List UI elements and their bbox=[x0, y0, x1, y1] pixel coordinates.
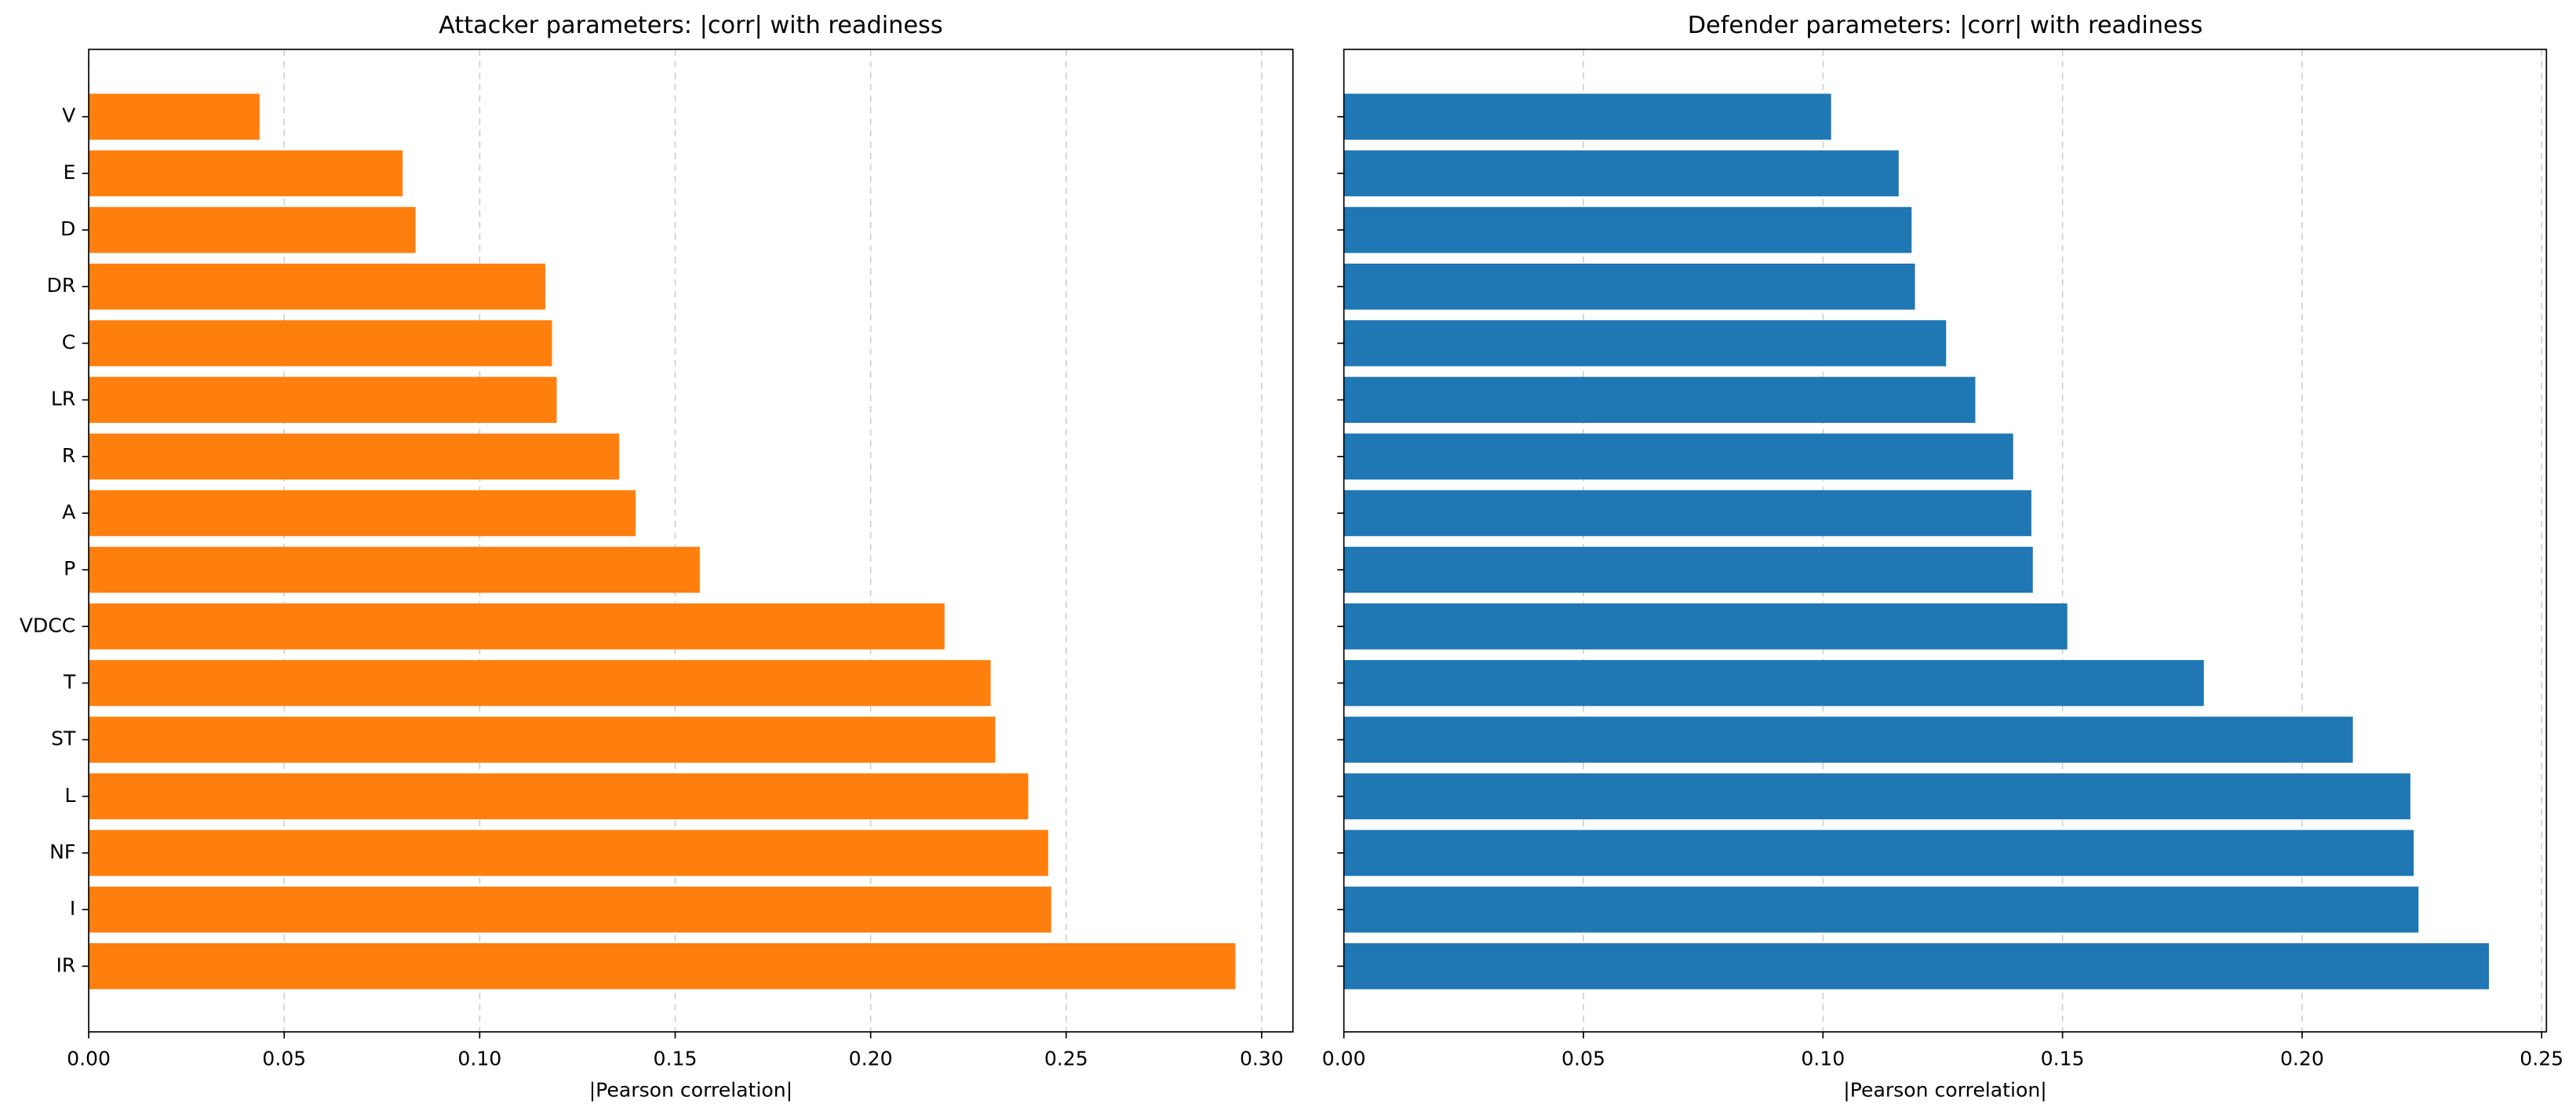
y-tick-label: LR bbox=[51, 388, 75, 410]
bar bbox=[1343, 942, 2490, 990]
bar bbox=[89, 433, 620, 480]
y-tick-label: IR bbox=[56, 953, 75, 976]
x-tick-label: 0.05 bbox=[1561, 1048, 1605, 1070]
x-axis-label: |Pearson correlation| bbox=[589, 1078, 792, 1101]
y-tick-label: D bbox=[60, 217, 75, 240]
bar bbox=[1343, 377, 1976, 423]
y-tick-label: L bbox=[64, 784, 75, 807]
bar bbox=[1343, 490, 2031, 537]
x-tick-label: 0.20 bbox=[849, 1048, 893, 1070]
y-tick-label: T bbox=[63, 670, 76, 693]
bar bbox=[1343, 773, 2410, 820]
bar bbox=[1343, 660, 2204, 706]
bar bbox=[89, 546, 700, 593]
bar bbox=[89, 603, 945, 650]
y-tick-label: DR bbox=[47, 274, 76, 297]
x-tick-label: 0.10 bbox=[1801, 1048, 1845, 1070]
bar bbox=[89, 320, 552, 366]
bar bbox=[89, 206, 416, 253]
x-tick-label: 0.00 bbox=[1322, 1048, 1366, 1070]
y-tick-label: A bbox=[62, 501, 75, 523]
bar bbox=[1343, 829, 2414, 877]
y-tick-label: R bbox=[62, 444, 75, 467]
x-tick-label: 0.20 bbox=[2280, 1048, 2324, 1070]
x-tick-label: 0.05 bbox=[262, 1048, 306, 1070]
axes-frame bbox=[88, 49, 1294, 1033]
bar bbox=[89, 942, 1236, 990]
y-tick-label: P bbox=[64, 557, 75, 580]
x-tick-label: 0.10 bbox=[457, 1048, 501, 1070]
bar bbox=[89, 377, 557, 423]
bar bbox=[1343, 150, 1899, 197]
bar bbox=[1343, 93, 1831, 140]
y-tick-label: C bbox=[62, 330, 76, 353]
x-tick-label: 0.25 bbox=[2520, 1048, 2563, 1070]
x-tick-label: 0.15 bbox=[2041, 1048, 2085, 1070]
y-tick-label: NF bbox=[49, 840, 75, 863]
bar bbox=[1343, 433, 2013, 480]
y-tick-label: V bbox=[62, 104, 75, 127]
bar bbox=[89, 263, 546, 310]
bar bbox=[89, 490, 636, 537]
bar bbox=[1343, 716, 2353, 763]
x-axis-label: |Pearson correlation| bbox=[1843, 1078, 2046, 1101]
x-tick-label: 0.00 bbox=[67, 1048, 111, 1070]
y-tick-label: ST bbox=[51, 727, 76, 750]
bar bbox=[89, 829, 1048, 877]
bar bbox=[89, 660, 991, 706]
y-tick-label: I bbox=[70, 897, 75, 920]
bar bbox=[1343, 886, 2419, 933]
bar bbox=[89, 773, 1029, 820]
bar bbox=[89, 150, 403, 197]
bar bbox=[1343, 320, 1947, 366]
y-tick-label: E bbox=[63, 161, 75, 184]
x-tick-label: 0.25 bbox=[1044, 1048, 1088, 1070]
bar bbox=[1343, 603, 2068, 650]
y-tick-label: VDCC bbox=[20, 614, 76, 636]
bar bbox=[89, 716, 996, 763]
chart-title: Defender parameters: |corr| with readine… bbox=[1688, 12, 2203, 39]
x-tick-label: 0.30 bbox=[1240, 1048, 1284, 1070]
bar bbox=[1343, 263, 1915, 310]
bar bbox=[89, 886, 1051, 933]
axes-frame bbox=[1343, 49, 2548, 1033]
chart-title: Attacker parameters: |corr| with readine… bbox=[439, 12, 943, 39]
bar bbox=[89, 93, 260, 140]
x-tick-label: 0.15 bbox=[654, 1048, 698, 1070]
bar bbox=[1343, 206, 1912, 253]
bar bbox=[1343, 546, 2033, 593]
